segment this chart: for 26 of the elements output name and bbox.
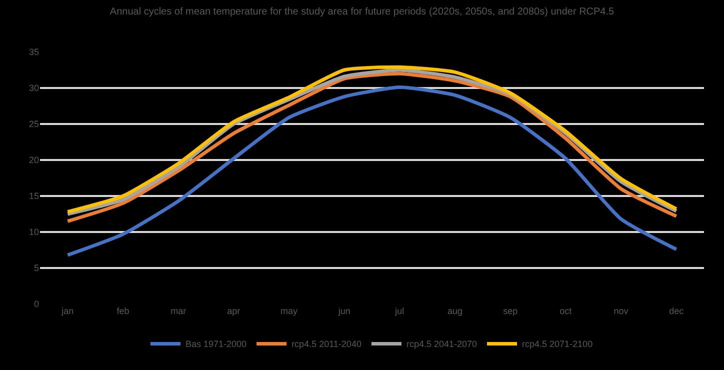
y-tick-label: 30 bbox=[28, 83, 39, 94]
x-tick-label: may bbox=[280, 306, 298, 316]
legend-label: rcp4.5 2041-2070 bbox=[406, 339, 478, 350]
line-series bbox=[66, 86, 678, 257]
legend-label: rcp4.5 2011-2040 bbox=[292, 339, 362, 350]
legend-label: Bas 1971-2000 bbox=[186, 339, 247, 350]
x-tick-label: dec bbox=[669, 306, 684, 316]
y-tick-label: 0 bbox=[34, 299, 39, 310]
x-tick-label: sep bbox=[503, 306, 518, 316]
chart-title: Annual cycles of mean temperature for the study area for future periods (2020s, 2050s, and 2080s) under RCP4.5 bbox=[110, 6, 615, 18]
x-tick-label: jul bbox=[394, 306, 404, 316]
x-tick-label: jun bbox=[337, 306, 350, 316]
y-tick-label: 20 bbox=[28, 155, 39, 166]
y-tick-label: 10 bbox=[28, 227, 39, 238]
x-tick-label: jan bbox=[60, 306, 74, 316]
x-tick-label: apr bbox=[227, 306, 240, 316]
x-tick-label: mar bbox=[170, 306, 186, 316]
legend-label: rcp4.5 2071-2100 bbox=[522, 339, 593, 350]
y-tick-label: 5 bbox=[34, 263, 39, 274]
x-tick-label: feb bbox=[116, 306, 130, 316]
x-tick-label: nov bbox=[614, 306, 629, 316]
y-tick-label: 35 bbox=[28, 47, 39, 58]
y-tick-label: 25 bbox=[28, 119, 39, 130]
x-tick-label: oct bbox=[560, 306, 572, 316]
y-tick-label: 15 bbox=[28, 191, 39, 202]
x-tick-label: aug bbox=[447, 306, 463, 316]
